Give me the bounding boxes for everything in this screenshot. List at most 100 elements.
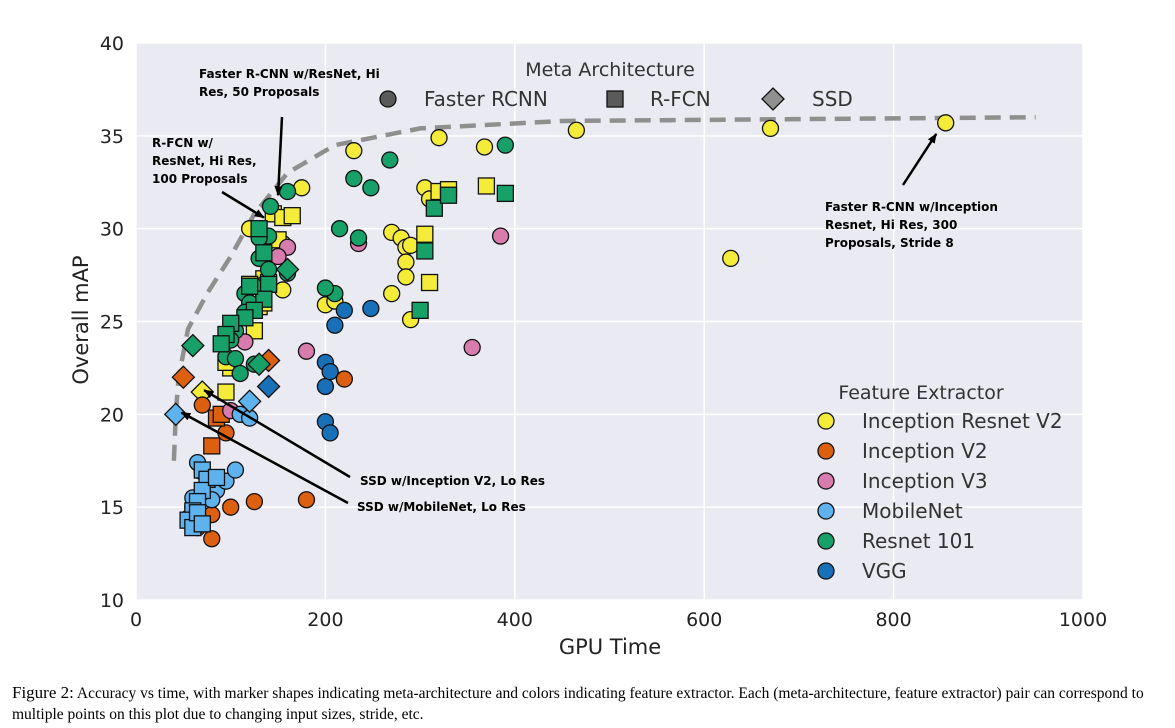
resnet-101-circle-point	[345, 169, 363, 188]
resnet-101-diamond-point	[275, 257, 300, 282]
legend-color-swatch	[817, 412, 835, 430]
vgg-circle-point	[335, 301, 353, 320]
legend-entry-label: SSD	[812, 87, 853, 111]
inception-resnet-v2-circle-point	[397, 268, 415, 286]
annotation-text: Faster R-CNN w/Inception Resnet, Hi Res, …	[825, 200, 998, 250]
inception-resnet-v2-circle-point	[475, 138, 494, 156]
inception-v2-square-point	[203, 437, 221, 455]
legend-marker-square	[606, 90, 624, 108]
vgg-circle-point	[321, 424, 339, 442]
annotation-line: Res, 50 Proposals	[199, 85, 319, 99]
resnet-101-diamond-point	[247, 352, 272, 377]
resnet-101-square-point	[425, 199, 443, 217]
inception-resnet-v2-square-point	[416, 225, 434, 243]
resnet-101-circle-point	[278, 182, 297, 201]
legend-entry-label: VGG	[862, 559, 907, 583]
inception-resnet-v2-circle-point	[397, 253, 415, 271]
legend-color-swatch	[817, 442, 835, 460]
vgg-circle-point	[316, 377, 335, 396]
legend-title: Meta Architecture	[525, 59, 695, 81]
inception-v2-circle-point	[203, 530, 221, 548]
annotation-text: SSD w/Inception V2, Lo Res	[360, 474, 545, 488]
data-points	[163, 114, 955, 548]
legend-color-swatch	[817, 532, 835, 550]
inception-v2-circle-point	[222, 498, 240, 516]
annotation-arrow	[901, 133, 938, 186]
inception-resnet-v2-square-point	[283, 207, 301, 225]
inception-v2-diamond-point	[171, 365, 196, 390]
y-tick-label: 40	[100, 33, 124, 55]
legend-marker-circle	[379, 90, 397, 108]
mobilenet-square-point	[193, 515, 211, 533]
annotation-arrows	[180, 116, 938, 505]
inception-v3-circle-point	[297, 342, 316, 360]
inception-v2-circle-point	[193, 396, 211, 414]
resnet-101-square-point	[212, 335, 230, 353]
legend-color-swatch	[817, 502, 835, 520]
annotations: Faster R-CNN w/ResNet, Hi Res, 50 Proposa…	[152, 67, 998, 514]
annotation-line: SSD w/Inception V2, Lo Res	[360, 474, 545, 488]
resnet-101-circle-point	[226, 349, 245, 368]
legend-entry-label: Inception Resnet V2	[862, 409, 1063, 433]
resnet-101-square-point	[255, 244, 273, 262]
legend-entry-label: Inception V2	[862, 439, 988, 463]
legend-meta-architecture: Meta Architecture Faster RCNN R-FCN SSD	[379, 59, 853, 111]
inception-v2-circle-point	[245, 492, 264, 511]
inception-resnet-v2-circle-point	[722, 249, 740, 268]
x-tick-label: 400	[497, 609, 533, 631]
gridlines	[135, 42, 1084, 601]
x-tick-label: 200	[307, 609, 343, 631]
annotation-line: R-FCN w/	[152, 136, 214, 150]
resnet-101-circle-point	[349, 229, 368, 247]
caption-text: Accuracy vs time, with marker shapes ind…	[12, 685, 1144, 723]
caption-label: Figure 2:	[12, 683, 74, 702]
legend-entry-label: R-FCN	[650, 87, 711, 111]
inception-v3-circle-point	[491, 227, 510, 245]
resnet-101-diamond-point	[180, 333, 205, 358]
annotation-text: SSD w/MobileNet, Lo Res	[357, 500, 526, 514]
y-tick-label: 30	[100, 219, 124, 241]
annotation-text: Faster R-CNN w/ResNet, Hi Res, 50 Proposa…	[199, 67, 380, 99]
inception-resnet-v2-circle-point	[430, 129, 448, 147]
mobilenet-square-point	[207, 468, 226, 487]
x-tick-label: 600	[686, 609, 722, 631]
inception-resnet-v2-circle-point	[937, 114, 955, 132]
y-axis-label: Overall mAP	[69, 255, 93, 384]
annotation-arrow	[274, 116, 284, 197]
annotation-line: ResNet, Hi Res,	[152, 154, 257, 168]
annotation-arrow	[221, 190, 265, 219]
inception-v2-circle-point	[335, 370, 353, 388]
inception-resnet-v2-circle-point	[293, 179, 311, 197]
inception-v2-circle-point	[297, 491, 316, 509]
annotation-text: R-FCN w/ResNet, Hi Res, 100 Proposals	[152, 136, 257, 186]
legend-entry-label: Resnet 101	[862, 529, 975, 553]
y-tick-label: 10	[100, 590, 124, 612]
legend-color-swatch	[817, 472, 835, 490]
x-tick-label: 1000	[1059, 609, 1107, 631]
y-tick-label: 25	[100, 312, 124, 334]
resnet-101-circle-point	[362, 179, 380, 197]
annotation-line: Faster R-CNN w/ResNet, Hi	[199, 67, 380, 81]
resnet-101-circle-point	[330, 220, 349, 238]
legend-entry-label: Faster RCNN	[424, 87, 548, 111]
vgg-circle-point	[321, 362, 339, 381]
inception-resnet-v2-circle-point	[761, 119, 780, 138]
inception-resnet-v2-circle-point	[345, 142, 363, 160]
inception-resnet-v2-circle-point	[567, 121, 586, 139]
resnet-101-square-point	[411, 301, 429, 320]
vgg-circle-point	[326, 316, 344, 334]
inception-v3-circle-point	[463, 338, 481, 357]
x-tick-label: 0	[130, 609, 142, 631]
legend-entry-label: MobileNet	[862, 499, 963, 523]
legend-feature-extractor: Feature Extractor Inception Resnet V2 Inc…	[817, 382, 1063, 583]
resnet-101-circle-point	[316, 279, 335, 297]
annotation-line: Proposals, Stride 8	[825, 236, 954, 250]
resnet-101-circle-point	[259, 260, 278, 279]
vgg-circle-point	[362, 299, 380, 318]
vgg-diamond-point	[256, 374, 281, 399]
annotation-line: SSD w/MobileNet, Lo Res	[357, 500, 526, 514]
resnet-101-square-point	[259, 275, 278, 294]
figure-caption: Figure 2: Accuracy vs time, with marker …	[12, 682, 1170, 725]
legend-color-swatch	[817, 562, 835, 580]
